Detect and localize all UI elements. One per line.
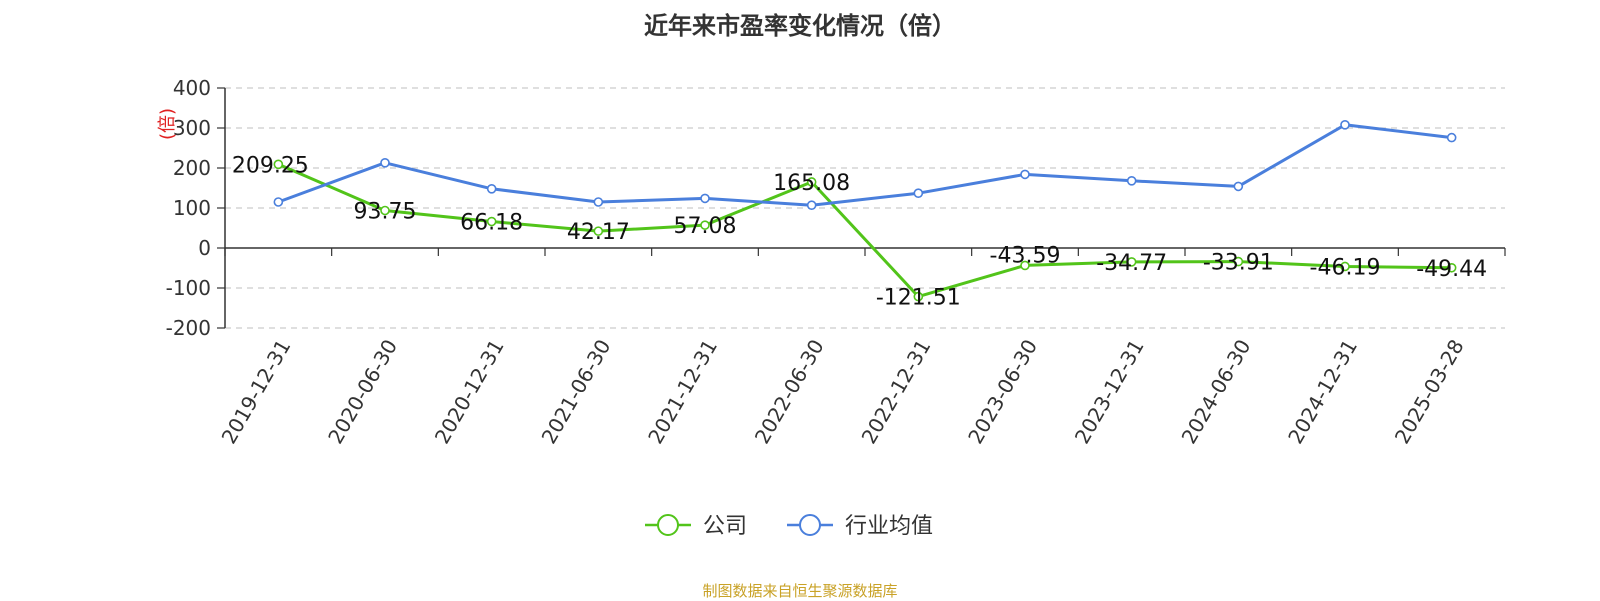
data-point[interactable] [593,197,604,207]
legend-marker [799,514,821,536]
data-point[interactable] [913,188,924,198]
series-line-0 [277,162,1452,299]
legend-item-0[interactable]: 公司 [645,514,747,539]
data-point[interactable] [700,220,710,230]
data-point[interactable] [1126,257,1137,267]
y-tick-label: 0 [198,236,211,260]
x-tick-label: 2022-06-30 [750,335,829,448]
data-label: 66.18 [460,211,523,236]
data-point[interactable] [380,205,390,216]
data-point[interactable] [1340,120,1350,130]
y-tick-label: 400 [173,76,211,100]
data-point[interactable] [593,226,604,236]
chart-title: 近年来市盈率变化情况（倍） [644,12,956,40]
data-label: -46.19 [1310,255,1381,280]
data-point[interactable] [486,216,497,227]
x-tick-label: 2020-06-30 [323,335,402,448]
y-tick-label: 200 [173,156,211,180]
data-point[interactable] [380,158,390,168]
x-tick-label: 2019-12-31 [217,335,296,448]
data-point[interactable] [700,193,710,204]
data-label: 209.25 [232,153,309,178]
y-axis-ticks: 400 300 200 100 0 -100 -200 [166,76,225,340]
legend: 公司 行业均值 [645,514,933,539]
data-label: -43.59 [990,243,1061,268]
y-tick-label: 300 [173,116,211,140]
data-point[interactable] [1446,262,1457,273]
data-point[interactable] [913,291,924,302]
data-point[interactable] [1126,176,1137,186]
data-label: 42.17 [567,220,630,245]
data-label: 93.75 [354,200,417,225]
data-point[interactable] [273,159,284,170]
series-line-1 [277,123,1452,207]
data-point[interactable] [1233,256,1244,267]
x-tick-label: 2023-12-31 [1070,335,1149,448]
data-label: 57.08 [674,214,737,239]
data-label: -49.44 [1416,257,1487,282]
x-tick-label: 2022-12-31 [857,335,936,448]
x-tick-label: 2021-06-30 [537,335,616,448]
series-group [273,120,1457,302]
y-tick-label: -100 [166,276,211,300]
data-point[interactable] [806,177,817,187]
data-label: -121.51 [876,286,961,311]
y-tick-label: -200 [166,316,211,340]
x-tick-label: 2020-12-31 [430,335,509,448]
data-label: 165.08 [773,171,850,196]
x-axis-ticks: 2019-12-31 2020-06-30 2020-12-31 2021-06-30… [217,335,1469,448]
legend-label: 行业均值 [845,514,933,539]
data-point[interactable] [1446,132,1457,143]
data-label: -34.77 [1096,251,1167,276]
data-point[interactable] [486,184,497,194]
x-tick-label: 2023-06-30 [963,335,1042,448]
grid-lines [225,87,1505,329]
data-point[interactable] [1340,261,1350,272]
data-source-note: 制图数据来自恒生聚源数据库 [702,582,898,600]
data-label: -33.91 [1203,251,1274,276]
x-tick-label: 2024-06-30 [1177,335,1256,448]
data-point[interactable] [1233,181,1244,192]
data-point[interactable] [1020,260,1030,271]
y-tick-label: 100 [173,196,211,220]
legend-marker [657,514,679,536]
x-tick-label: 2025-03-28 [1390,335,1469,448]
y-axis-unit: (倍) [157,108,178,140]
legend-label: 公司 [703,514,747,539]
data-point[interactable] [1020,169,1030,180]
data-labels: 209.25 93.75 66.18 42.17 57.08 165.08 -121.51 -… [232,153,1487,310]
legend-item-1[interactable]: 行业均值 [787,514,933,539]
data-point[interactable] [806,200,817,210]
x-tick-label: 2021-12-31 [643,335,722,448]
x-tick-label: 2024-12-31 [1283,335,1362,448]
data-point[interactable] [273,197,284,207]
